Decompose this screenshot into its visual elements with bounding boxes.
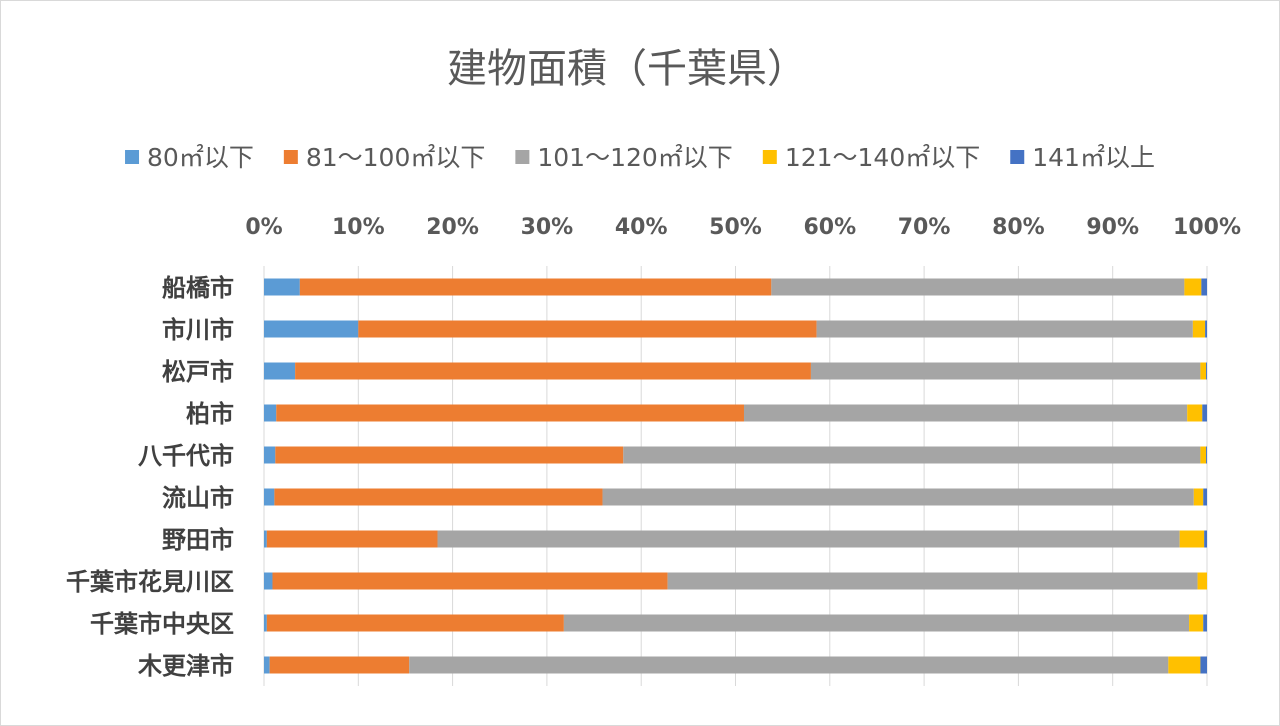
bar-segment [272,572,668,590]
bar-segment [1206,362,1207,380]
bar-segment [1200,362,1207,380]
bar-segment [1197,572,1207,590]
legend-label: 101～120㎡以下 [537,143,732,172]
bar-segment [264,362,296,380]
category-label: 木更津市 [137,652,234,680]
category-label: 流山市 [162,484,234,512]
legend-swatch [515,150,530,164]
bar-segment [266,614,564,632]
bar-segment [816,320,1193,338]
x-tick-label: 80% [992,215,1045,240]
bar-segment [667,572,1198,590]
legend-swatch [283,150,298,164]
category-label: 船橋市 [162,274,234,302]
legend-label: 80㎡以下 [147,143,254,172]
bar-segment [1179,530,1205,548]
bar-segment [264,572,273,590]
bar-segment [269,656,410,674]
bar-segment [1187,404,1203,422]
chart-title: 建物面積（千葉県） [447,46,807,92]
legend-swatch [1010,150,1025,164]
bar-segment [1193,488,1204,506]
x-tick-label: 50% [709,215,762,240]
category-label: 松戸市 [162,358,234,386]
bar-segment [266,530,438,548]
bar-segment [602,488,1194,506]
bar-segment [1201,278,1207,296]
bar-segment [264,614,267,632]
x-tick-label: 20% [426,215,479,240]
bar-segment [1168,656,1201,674]
bar-segment [264,530,267,548]
x-tick-label: 100% [1173,215,1241,240]
bar-segment [264,446,276,464]
category-label: 市川市 [162,316,234,344]
bar-segment [264,278,300,296]
bar-segment [275,446,624,464]
bar-segment [274,488,603,506]
bar-segment [264,656,270,674]
bar-segment [810,362,1201,380]
bar-segment [299,278,772,296]
bar-segment [437,530,1180,548]
category-label: 千葉市中央区 [90,610,234,638]
bar-segment [409,656,1169,674]
bar-segment [1205,320,1207,338]
legend-swatch [125,150,140,164]
bar-segment [623,446,1201,464]
category-label: 柏市 [186,400,234,428]
bar-segment [1192,320,1206,338]
bar-segment [743,404,1188,422]
bars [264,278,1207,674]
x-tick-label: 40% [615,215,668,240]
legend-label: 141㎡以上 [1032,143,1155,172]
bar-segment [1204,530,1207,548]
legend: 80㎡以下 81～100㎡以下 101～120㎡以下 121～140㎡以下 141㎡以上 [125,143,1155,172]
legend-label: 81～100㎡以下 [306,143,486,172]
bar-segment [264,320,359,338]
bar-segment [264,488,275,506]
bar-segment [563,614,1190,632]
legend-label: 121～140㎡以下 [785,143,980,172]
bar-segment [1184,278,1202,296]
category-label: 野田市 [162,526,234,554]
x-tick-label: 90% [1086,215,1139,240]
x-tick-label: 0% [245,215,282,240]
bar-segment [771,278,1185,296]
category-label: 八千代市 [138,442,234,470]
bar-segment [1202,404,1207,422]
bar-segment [264,404,277,422]
bar-segment [1200,656,1207,674]
x-tick-label: 70% [898,215,951,240]
bar-segment [1189,614,1204,632]
category-label: 千葉市花見川区 [66,568,234,596]
legend-swatch [762,150,777,164]
bar-segment [276,404,744,422]
bar-segment [1203,614,1207,632]
x-tick-label: 60% [803,215,856,240]
x-tick-label: 30% [521,215,574,240]
bar-segment [295,362,811,380]
bar-segment [1203,488,1207,506]
bar-segment [1206,446,1207,464]
x-axis-ticks: 0% 10% 20% 30% 40% 50% 60% 70% 80% 90% 100% [245,215,1241,240]
bar-segment [358,320,817,338]
bar-segment [1200,446,1207,464]
x-tick-label: 10% [332,215,385,240]
